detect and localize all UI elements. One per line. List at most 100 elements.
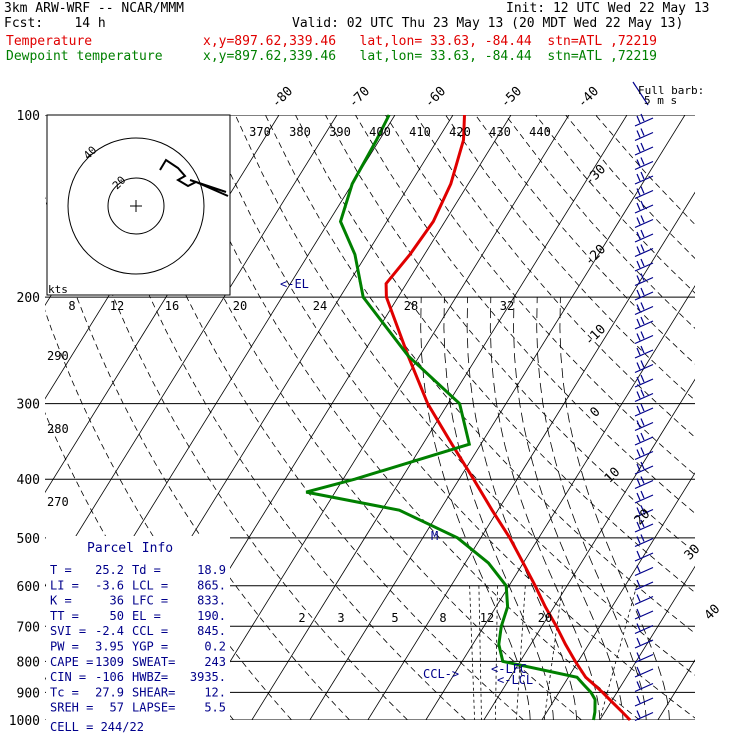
parcel-info-key: LCL = — [132, 578, 168, 592]
temperature-legend: Temperature — [6, 34, 93, 49]
full-barb-value: 5 m s — [644, 94, 677, 107]
dry-adiabat-line — [174, 115, 640, 720]
wind-barb — [634, 142, 654, 156]
wind-barb-legend-staff — [632, 81, 649, 106]
mixing-ratio-label: 20 — [538, 611, 552, 625]
parcel-info-key: CCL = — [132, 624, 168, 638]
isotherm-label: -10 — [582, 322, 609, 349]
pressure-tick-label: 1000 — [9, 714, 40, 729]
wind-barb — [634, 666, 654, 678]
wind-barb — [634, 534, 654, 548]
isotherm-label: -70 — [346, 84, 373, 111]
dry-adiabat-line — [114, 115, 524, 720]
parcel-info-value: 27.9 — [95, 685, 124, 699]
isotherm-line — [425, 285, 695, 720]
dry-adiabat-label: 290 — [47, 349, 69, 363]
parcel-info-value: 845. — [197, 624, 226, 638]
wind-barb — [634, 418, 654, 432]
parcel-info-value: 865. — [197, 578, 226, 592]
hodograph-speed-label: 32 — [500, 299, 514, 313]
dry-adiabat-line — [595, 115, 695, 225]
parcel-info-key: TT = — [50, 609, 79, 623]
moist-adiabat-line — [466, 297, 577, 720]
parcel-info-value: 5.5 — [204, 701, 226, 715]
model-title: 3km ARW-WRF -- NCAR/MMM — [4, 1, 185, 16]
wind-barb — [634, 273, 654, 287]
parcel-info-key: SVI = — [50, 624, 86, 638]
dewpoint-legend: Dewpoint temperature — [6, 49, 163, 64]
wind-barb — [634, 200, 654, 214]
wind-barb — [634, 637, 654, 649]
mixing-ratio-line — [543, 585, 563, 720]
dry-adiabat-line — [45, 309, 292, 720]
mixing-ratio-label: 5 — [391, 611, 398, 625]
dry-adiabat-line — [265, 115, 695, 634]
temperature-line — [384, 114, 632, 722]
parcel-info-key: SREH = — [50, 701, 93, 715]
parcel-info-value: 243 — [204, 655, 226, 669]
wind-barb — [634, 505, 654, 519]
theta-label: 390 — [329, 125, 351, 139]
theta-label: 400 — [369, 125, 391, 139]
dewpoint-line — [305, 114, 597, 721]
moist-adiabat-line — [420, 297, 531, 720]
parcel-info-value: 3.95 — [95, 640, 124, 654]
wind-barb — [634, 113, 654, 127]
parcel-info-value: 190. — [197, 609, 226, 623]
wind-barb — [634, 389, 654, 403]
dry-adiabat-line — [505, 115, 695, 329]
parcel-info-key: K = — [50, 594, 72, 608]
parcel-info-key: CIN = — [50, 670, 86, 684]
parcel-info-value: -2.4 — [95, 624, 124, 638]
forecast-hour: Fcst: 14 h — [4, 16, 106, 31]
dry-adiabat-line — [565, 115, 695, 260]
wind-barb — [634, 316, 654, 330]
mixing-ratio-label: 3 — [337, 611, 344, 625]
dry-adiabat-line — [475, 115, 695, 365]
wind-barb — [634, 476, 654, 490]
parcel-info-value: 57 — [110, 701, 124, 715]
wind-barb — [634, 550, 654, 562]
moist-adiabat-line — [489, 297, 601, 720]
theta-label: 370 — [249, 125, 271, 139]
wind-barb — [634, 244, 654, 258]
isotherm-line — [45, 115, 338, 587]
sounding-curves — [305, 114, 632, 722]
moist-adiabat-line — [513, 297, 624, 720]
isotherm-line — [716, 115, 740, 720]
hodograph-speed-label: 28 — [404, 299, 418, 313]
parcel-info-key: PW = — [50, 640, 79, 654]
cell-motion: CELL = 244/22 — [50, 720, 144, 734]
ccl-marker: CCL-> — [423, 667, 459, 681]
wind-barb — [634, 403, 654, 417]
parcel-info-key: LAPSE= — [132, 701, 175, 715]
hodograph-speed-label: 8 — [68, 299, 75, 313]
wind-barb — [634, 432, 654, 446]
theta-label: 380 — [289, 125, 311, 139]
dry-adiabat-line — [144, 115, 582, 720]
wind-barb — [634, 652, 654, 664]
wind-barb — [634, 681, 654, 693]
theta-label: 410 — [409, 125, 431, 139]
parcel-info-value: 833. — [197, 594, 226, 608]
el-marker: <-EL — [280, 277, 309, 291]
parcel-info-key: YGP = — [132, 640, 168, 654]
pressure-tick-label: 200 — [17, 291, 40, 306]
parcel-info-value: 25.2 — [95, 563, 124, 577]
dry-adiabat-line — [54, 115, 408, 720]
lfc-marker: <-LFC — [491, 662, 527, 676]
isotherm-label: -20 — [582, 242, 609, 269]
parcel-info-title: Parcel Info — [87, 541, 173, 556]
wind-barb — [634, 608, 654, 620]
hodograph-frame — [46, 114, 231, 296]
mixing-ratio-label: 8 — [439, 611, 446, 625]
parcel-info-value: 50 — [110, 609, 124, 623]
wind-barb — [634, 594, 654, 606]
hodograph-speed-label: 12 — [110, 299, 124, 313]
parcel-info-key: Tc = — [50, 685, 79, 699]
parcel-info-key: Td = — [132, 563, 161, 577]
isotherm-label: -60 — [422, 84, 449, 111]
mixing-ratio-line — [599, 585, 638, 720]
wind-barbs — [632, 81, 654, 722]
